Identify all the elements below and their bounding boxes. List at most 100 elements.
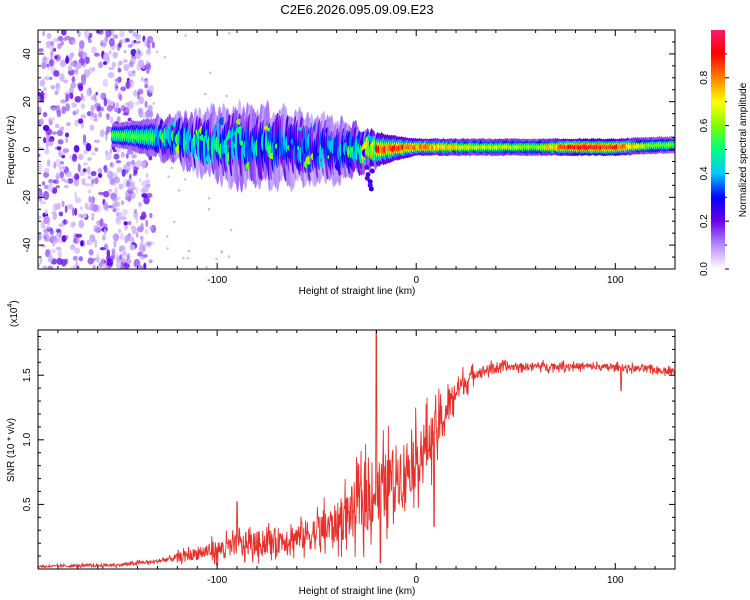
colorbar: 0.0 0.2 0.4 0.6 0.8 Normalized spectral ampl… xyxy=(699,30,749,276)
noise-blob xyxy=(51,131,58,135)
noise-blob xyxy=(58,149,62,158)
noise-blob xyxy=(92,104,97,111)
noise-blob xyxy=(81,178,86,186)
noise-blob xyxy=(55,246,62,251)
x-tick-label: 100 xyxy=(607,575,624,586)
colorbar-tick-label: 0.4 xyxy=(699,166,710,180)
noise-blob xyxy=(119,254,123,260)
noise-blob xyxy=(56,129,64,137)
noise-blob xyxy=(50,235,57,242)
noise-speck xyxy=(155,50,159,53)
noise-blob xyxy=(50,65,54,74)
noise-blob xyxy=(88,195,92,203)
noise-blob xyxy=(43,137,47,144)
noise-blob xyxy=(91,212,95,218)
noise-blob xyxy=(104,132,108,141)
noise-blob xyxy=(124,169,129,175)
noise-blob xyxy=(123,59,128,63)
noise-blob xyxy=(52,203,58,212)
noise-blob xyxy=(46,159,51,167)
noise-blob xyxy=(41,76,45,84)
noise-blob xyxy=(64,132,70,138)
noise-blob xyxy=(77,163,81,172)
noise-blob xyxy=(82,213,87,218)
noise-blob xyxy=(119,245,122,253)
noise-blob xyxy=(128,30,134,34)
noise-blob xyxy=(145,70,150,74)
noise-blob xyxy=(48,58,55,67)
noise-blob xyxy=(38,234,41,241)
noise-blob xyxy=(54,55,59,60)
noise-blob xyxy=(145,109,151,118)
noise-blob xyxy=(113,153,120,160)
noise-blob xyxy=(42,56,48,64)
noise-blob xyxy=(137,59,144,68)
noise-blob xyxy=(120,200,125,206)
noise-blob xyxy=(135,160,143,168)
noise-blob xyxy=(57,35,64,42)
noise-blob xyxy=(90,112,93,121)
noise-blob xyxy=(61,106,66,115)
noise-blob xyxy=(103,190,110,198)
noise-blob xyxy=(40,220,46,229)
noise-blob xyxy=(80,240,84,247)
noise-blob xyxy=(136,186,139,195)
y-tick-label: 1.0 xyxy=(22,432,33,446)
noise-blob xyxy=(80,114,87,119)
noise-blob xyxy=(134,101,140,106)
noise-blob xyxy=(140,77,144,82)
noise-blob xyxy=(135,232,139,238)
noise-blob xyxy=(55,229,61,233)
noise-blob xyxy=(74,96,82,103)
y-tick-label: 0.5 xyxy=(22,497,33,511)
noise-blob xyxy=(131,153,137,159)
noise-blob xyxy=(78,118,84,124)
noise-blob xyxy=(78,213,82,218)
noise-blob xyxy=(43,171,50,178)
noise-blob xyxy=(61,200,65,207)
noise-blob xyxy=(145,219,149,228)
colorbar-tick-label: 0.2 xyxy=(699,214,710,228)
noise-blob xyxy=(74,197,82,204)
noise-blob xyxy=(98,111,103,118)
noise-blob xyxy=(78,220,85,229)
noise-blob xyxy=(117,196,121,200)
noise-blob xyxy=(38,215,42,219)
spectrogram-xlabel: Height of straight line (km) xyxy=(299,286,416,297)
x-tick-label: -100 xyxy=(207,275,227,286)
noise-blob xyxy=(147,104,153,111)
noise-blob xyxy=(138,178,142,182)
noise-blob xyxy=(50,117,56,121)
noise-blob xyxy=(115,102,120,108)
noise-blob xyxy=(54,123,60,129)
noise-blob xyxy=(106,258,114,267)
noise-blob xyxy=(143,39,148,47)
noise-blob xyxy=(97,173,103,178)
noise-blob xyxy=(61,165,66,170)
noise-blob xyxy=(143,80,149,85)
spectrogram-band-layer xyxy=(111,99,675,193)
band-tail xyxy=(364,164,370,170)
noise-blob xyxy=(87,157,92,161)
noise-blob xyxy=(103,201,108,211)
noise-blob xyxy=(127,79,133,83)
noise-blob xyxy=(137,252,143,257)
noise-blob xyxy=(46,33,52,40)
noise-blob xyxy=(103,164,108,174)
noise-blob xyxy=(38,163,43,172)
noise-blob xyxy=(99,218,104,227)
noise-blob xyxy=(47,265,54,269)
noise-blob xyxy=(43,236,47,240)
noise-blob xyxy=(143,196,150,205)
noise-blob xyxy=(69,221,76,229)
noise-blob xyxy=(145,64,150,69)
noise-blob xyxy=(69,53,74,59)
noise-blob xyxy=(69,40,73,45)
noise-blob xyxy=(74,207,78,216)
y-tick-label: 40 xyxy=(22,48,33,60)
noise-blob xyxy=(143,262,147,269)
noise-blob xyxy=(99,129,105,138)
noise-blob xyxy=(146,40,151,49)
noise-blob xyxy=(116,216,120,223)
